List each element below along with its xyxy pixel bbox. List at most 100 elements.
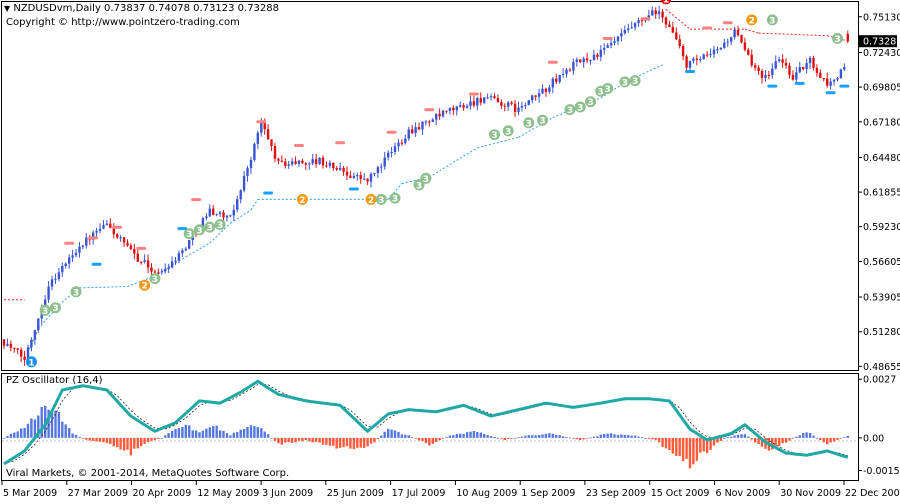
candle-body (373, 173, 376, 174)
candle-body (126, 242, 129, 246)
histogram-bar (164, 435, 167, 438)
signal-marker-label: 3 (622, 78, 628, 88)
candle (356, 172, 359, 181)
candle-body (599, 49, 602, 57)
signal-marker-circle (420, 172, 432, 184)
histogram-bar (705, 437, 709, 454)
stop-line-segment (230, 209, 252, 224)
stop-line-segment (600, 80, 629, 99)
signal-marker-circle (70, 286, 82, 298)
resistance-mark (112, 225, 123, 229)
time-tick-label: 6 Nov 2009 (716, 488, 771, 499)
candle-body (85, 237, 88, 246)
signal-marker-circle (564, 104, 576, 116)
histogram-bar (647, 437, 650, 439)
symbol-menu-icon[interactable]: ▼ (4, 4, 11, 13)
histogram-bar (486, 435, 489, 438)
candle-body (212, 208, 215, 215)
signal-marker-circle (660, 0, 672, 5)
candle-body (338, 167, 342, 170)
candle (212, 204, 215, 216)
resistance-mark (293, 144, 304, 147)
price-tick-label: 0.51280 (863, 327, 900, 338)
candle-body (167, 267, 170, 269)
signal-marker-label: 2 (368, 196, 374, 206)
histogram-bar (143, 437, 146, 444)
histogram-bar (620, 434, 623, 438)
histogram-bar (232, 432, 235, 438)
histogram-bar (664, 437, 668, 449)
candle (699, 56, 702, 63)
candle (2, 339, 6, 349)
candle (383, 151, 386, 170)
candle (675, 27, 678, 41)
candle (747, 47, 750, 56)
candle (719, 47, 723, 51)
candle (723, 38, 726, 49)
candle-body (575, 59, 578, 62)
histogram-bar (671, 437, 674, 454)
signal-marker-label: 3 (378, 196, 384, 206)
chart-title-row: ▼ NZDUSDvm,Daily 0.73837 0.74078 0.73123… (4, 3, 279, 15)
candle-body (363, 178, 366, 180)
candle (654, 7, 657, 19)
signal-marker-3: 3 (523, 117, 535, 129)
oscillator-panel[interactable] (1, 373, 859, 481)
histogram-bar (74, 434, 78, 438)
histogram-bar (397, 431, 400, 438)
candle (455, 105, 458, 116)
candle-body (551, 78, 554, 88)
histogram-bar (778, 437, 781, 446)
candle (767, 70, 771, 80)
signal-marker-circle (139, 279, 151, 291)
candle (445, 110, 448, 114)
histogram-bar (273, 437, 277, 441)
candle (188, 240, 191, 250)
signal-marker-1: 1 (25, 356, 37, 368)
candle (129, 243, 133, 251)
histogram-bar (548, 433, 551, 438)
histogram-bar (369, 437, 373, 444)
signal-marker-circle (602, 83, 614, 94)
histogram-bar (414, 437, 417, 439)
candle (510, 100, 513, 106)
histogram-bar (534, 435, 537, 438)
candle (736, 25, 740, 37)
candle-body (520, 106, 524, 108)
histogram-bar (136, 437, 139, 449)
signal-marker-label: 3 (505, 127, 511, 137)
resistance-mark (640, 17, 651, 21)
candle-body (668, 24, 671, 27)
candle (579, 59, 582, 63)
histogram-bar (150, 437, 153, 441)
resistance-mark (191, 198, 202, 202)
candle-body (747, 49, 750, 55)
histogram-bar (551, 433, 554, 438)
price-tick-label: 0.64480 (863, 153, 900, 164)
candle-body (20, 349, 23, 357)
histogram-bar (112, 437, 115, 447)
candle (716, 46, 719, 54)
candle (541, 84, 544, 94)
signal-marker-label: 3 (152, 275, 158, 285)
histogram-bar (170, 431, 174, 438)
price-tick-label: 0.72430 (863, 48, 900, 59)
histogram-bar (483, 433, 486, 438)
signal-marker-2: 2 (365, 193, 377, 206)
candle-body (411, 129, 414, 134)
candle (57, 268, 61, 282)
candle (164, 263, 167, 274)
candle (620, 28, 623, 42)
candle-body (534, 95, 537, 97)
candle-body (129, 245, 133, 249)
candle (486, 93, 489, 100)
candle-body (380, 166, 383, 168)
histogram-bar (318, 437, 321, 443)
resistance-mark (547, 60, 558, 64)
histogram-bar (126, 437, 129, 450)
candle (417, 122, 421, 131)
histogram-bar (788, 437, 791, 441)
histogram-bar (421, 437, 424, 441)
